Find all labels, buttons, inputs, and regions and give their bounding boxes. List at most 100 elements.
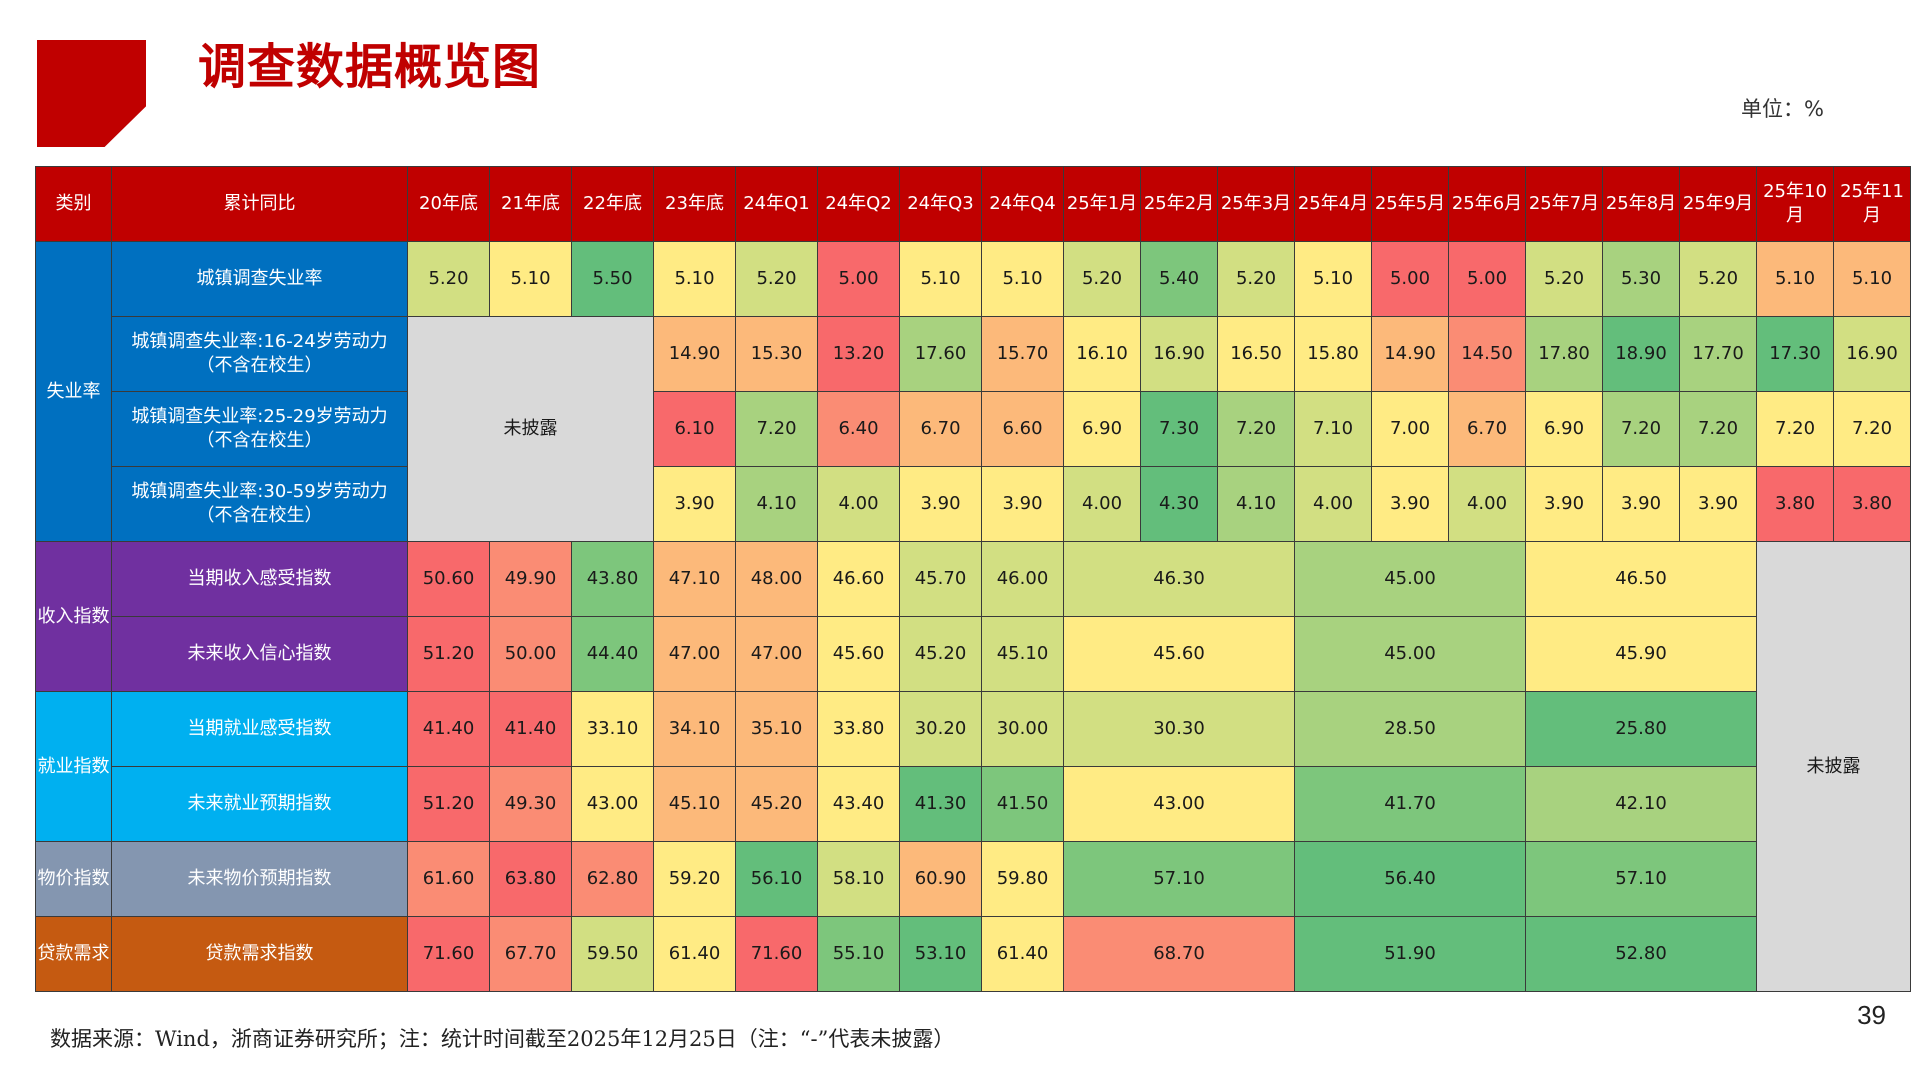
data-cell: 45.20 (899, 616, 982, 692)
data-cell: 57.10 (1525, 841, 1757, 917)
column-header: 25年8月 (1602, 166, 1680, 242)
data-cell: 46.60 (817, 541, 900, 617)
data-cell: 46.30 (1063, 541, 1295, 617)
data-cell: 33.10 (571, 691, 654, 767)
data-cell: 62.80 (571, 841, 654, 917)
data-cell: 45.10 (653, 766, 736, 842)
data-cell: 71.60 (735, 916, 818, 992)
column-header: 23年底 (653, 166, 736, 242)
data-cell: 30.30 (1063, 691, 1295, 767)
data-cell: 6.90 (1063, 391, 1141, 467)
column-header: 25年11月 (1833, 166, 1911, 242)
data-cell: 50.60 (407, 541, 490, 617)
data-cell: 45.10 (981, 616, 1064, 692)
data-cell: 41.40 (489, 691, 572, 767)
data-cell: 7.30 (1140, 391, 1218, 467)
column-header: 21年底 (489, 166, 572, 242)
data-cell: 3.80 (1833, 466, 1911, 542)
data-cell: 49.30 (489, 766, 572, 842)
data-cell: 51.20 (407, 766, 490, 842)
row-label: 城镇调查失业率 (111, 241, 408, 317)
data-cell: 5.10 (489, 241, 572, 317)
column-header: 24年Q4 (981, 166, 1064, 242)
data-cell: 41.30 (899, 766, 982, 842)
data-cell: 5.10 (1756, 241, 1834, 317)
data-cell: 41.50 (981, 766, 1064, 842)
data-cell: 5.50 (571, 241, 654, 317)
data-cell: 48.00 (735, 541, 818, 617)
data-cell: 5.00 (817, 241, 900, 317)
column-header: 24年Q3 (899, 166, 982, 242)
data-cell: 4.10 (735, 466, 818, 542)
data-cell: 5.20 (1217, 241, 1295, 317)
data-cell: 4.00 (1448, 466, 1526, 542)
table-row: 就业指数 当期就业感受指数 41.40 41.40 33.10 34.10 35.10 33.… (35, 691, 1911, 842)
data-cell: 3.90 (1371, 466, 1449, 542)
data-cell: 5.00 (1371, 241, 1449, 317)
data-cell: 7.00 (1371, 391, 1449, 467)
data-cell: 47.10 (653, 541, 736, 617)
column-header: 25年10月 (1756, 166, 1834, 242)
table-row: 未来就业预期指数 51.20 49.30 43.00 45.10 45.20 43.40 41… (36, 766, 1911, 842)
data-cell: 51.90 (1294, 916, 1526, 992)
table-row: 城镇调查失业率:30-59岁劳动力 （不含在校生） 3.90 4.10 4.00 3.9… (36, 466, 1911, 542)
data-cell: 6.70 (899, 391, 982, 467)
data-cell: 14.50 (1448, 316, 1526, 392)
data-cell: 4.00 (817, 466, 900, 542)
row-label: 当期就业感受指数 (111, 691, 408, 767)
data-cell: 63.80 (489, 841, 572, 917)
data-cell: 49.90 (489, 541, 572, 617)
data-cell: 61.40 (653, 916, 736, 992)
data-cell: 17.70 (1679, 316, 1757, 392)
data-cell: 7.20 (1602, 391, 1680, 467)
data-cell: 17.30 (1756, 316, 1834, 392)
table-row: 城镇调查失业率:25-29岁劳动力 （不含在校生） 6.10 7.20 6.40 6.7… (36, 391, 1911, 467)
data-cell: 3.90 (1525, 466, 1603, 542)
data-cell: 16.10 (1063, 316, 1141, 392)
data-cell: 35.10 (735, 691, 818, 767)
category-label: 失业率 (35, 241, 112, 542)
data-cell: 5.20 (407, 241, 490, 317)
data-cell: 4.10 (1217, 466, 1295, 542)
data-cell: 6.60 (981, 391, 1064, 467)
page-title: 调查数据概览图 (198, 39, 542, 95)
data-cell: 25.80 (1525, 691, 1757, 767)
column-header: 25年4月 (1294, 166, 1372, 242)
data-cell: 45.70 (899, 541, 982, 617)
data-cell: 5.20 (1063, 241, 1141, 317)
data-cell: 30.00 (981, 691, 1064, 767)
data-cell: 4.30 (1140, 466, 1218, 542)
logo-block (37, 40, 146, 147)
data-cell: 14.90 (1371, 316, 1449, 392)
row-label: 未来物价预期指数 (111, 841, 408, 917)
survey-table: 类别 累计同比 20年底 21年底 22年底 23年底 24年Q1 24年Q2 24年Q3 24年… (35, 166, 1911, 992)
data-cell: 6.70 (1448, 391, 1526, 467)
data-cell: 43.80 (571, 541, 654, 617)
data-cell: 43.40 (817, 766, 900, 842)
data-cell: 6.10 (653, 391, 736, 467)
data-cell: 5.20 (735, 241, 818, 317)
data-cell: 45.20 (735, 766, 818, 842)
data-cell: 5.10 (1294, 241, 1372, 317)
data-cell: 5.20 (1525, 241, 1603, 317)
not-disclosed-cell: 未披露 (1756, 541, 1911, 992)
data-cell: 43.00 (1063, 766, 1295, 842)
data-cell: 59.20 (653, 841, 736, 917)
data-cell: 6.40 (817, 391, 900, 467)
data-cell: 7.10 (1294, 391, 1372, 467)
column-header: 25年9月 (1679, 166, 1757, 242)
data-cell: 5.00 (1448, 241, 1526, 317)
row-label: 贷款需求指数 (111, 916, 408, 992)
category-label: 就业指数 (35, 691, 112, 842)
data-cell: 52.80 (1525, 916, 1757, 992)
data-cell: 28.50 (1294, 691, 1526, 767)
data-cell: 5.10 (653, 241, 736, 317)
column-header: 22年底 (571, 166, 654, 242)
data-cell: 44.40 (571, 616, 654, 692)
column-header: 24年Q1 (735, 166, 818, 242)
row-label: 城镇调查失业率:16-24岁劳动力 （不含在校生） (111, 316, 408, 392)
data-cell: 7.20 (1679, 391, 1757, 467)
data-cell: 7.20 (735, 391, 818, 467)
data-cell: 42.10 (1525, 766, 1757, 842)
data-cell: 5.30 (1602, 241, 1680, 317)
